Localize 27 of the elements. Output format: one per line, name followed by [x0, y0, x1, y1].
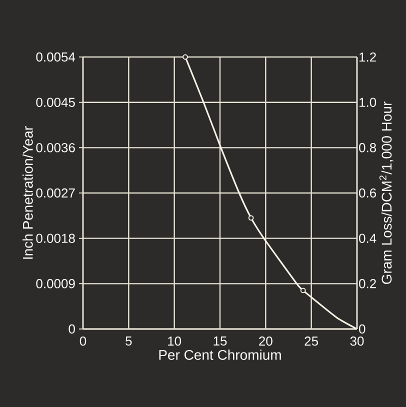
y2-tick-label: 1.2 [360, 52, 376, 62]
x-tick-label: 25 [304, 336, 318, 346]
x-tick-label: 10 [168, 336, 182, 346]
x-tick-label: 30 [350, 336, 364, 346]
point [248, 215, 254, 221]
point [182, 54, 188, 60]
y2-tick-label: 1.0 [360, 98, 376, 107]
y2-tick-label: 0 [359, 324, 366, 334]
y-axis-title: Inch Penetration/Year [22, 126, 33, 259]
y-tick-label: 0.0036 [36, 143, 75, 152]
y-tick-label: 0.0027 [36, 188, 75, 198]
y-tick-label: 0 [68, 324, 75, 334]
x-tick-label: 0 [80, 336, 86, 346]
y2-tick-label: 0.6 [359, 188, 376, 198]
x-tick-label: 5 [126, 336, 132, 346]
y2-axis-title: Gram Loss/DCM$^{2}$/1,000 Hour [379, 102, 394, 284]
y2-tick-label: 0.8 [359, 143, 376, 152]
x-axis-title: Per Cent Chromium [159, 350, 281, 360]
y2-tick-label: 0.2 [359, 279, 376, 288]
point [300, 288, 306, 294]
y-tick-label: 0.0054 [36, 52, 76, 62]
y-tick-label: 0.0045 [36, 98, 75, 107]
y2-tick-label: 0.4 [359, 234, 376, 243]
x-tick-label: 20 [259, 336, 272, 346]
y-tick-label: 0.0018 [36, 234, 75, 243]
x-tick-label: 15 [214, 336, 227, 346]
y-tick-label: 0.0009 [36, 279, 75, 288]
